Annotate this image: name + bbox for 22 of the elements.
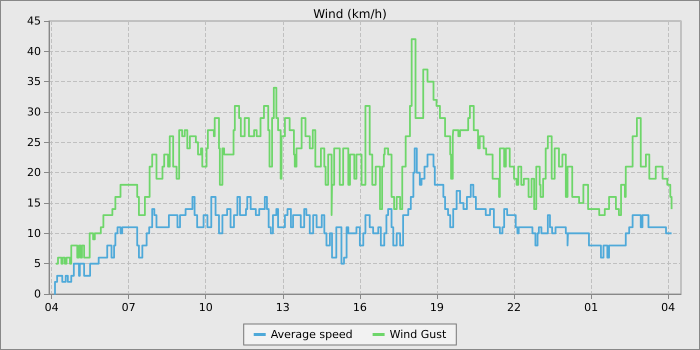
- x-tick-label: 01: [584, 301, 598, 314]
- legend-label: Wind Gust: [390, 328, 447, 341]
- y-tick-label: 25: [27, 136, 41, 149]
- y-tick-label: 30: [27, 106, 41, 118]
- x-tick-label: 04: [44, 301, 59, 314]
- y-tick-label: 20: [27, 166, 41, 180]
- x-tick-label: 13: [276, 301, 290, 314]
- y-tick-label: 15: [27, 196, 41, 210]
- y-tick-label: 10: [27, 226, 41, 240]
- y-tick-label: 40: [27, 44, 41, 58]
- y-tick-label: 5: [34, 257, 41, 270]
- y-tick-label: 0: [34, 288, 41, 300]
- x-tick-label: 10: [198, 301, 213, 314]
- y-tick-label: 45: [27, 14, 41, 28]
- x-tick-label: 22: [507, 301, 522, 314]
- x-tick-label: 19: [430, 301, 444, 314]
- x-tick-label: 04: [661, 301, 676, 314]
- x-tick-label: 07: [122, 301, 136, 314]
- y-tick-label: 35: [27, 75, 41, 88]
- chart-title: Wind (km/h): [313, 7, 387, 21]
- legend-label: Average speed: [270, 328, 353, 341]
- x-tick-label: 16: [352, 301, 367, 314]
